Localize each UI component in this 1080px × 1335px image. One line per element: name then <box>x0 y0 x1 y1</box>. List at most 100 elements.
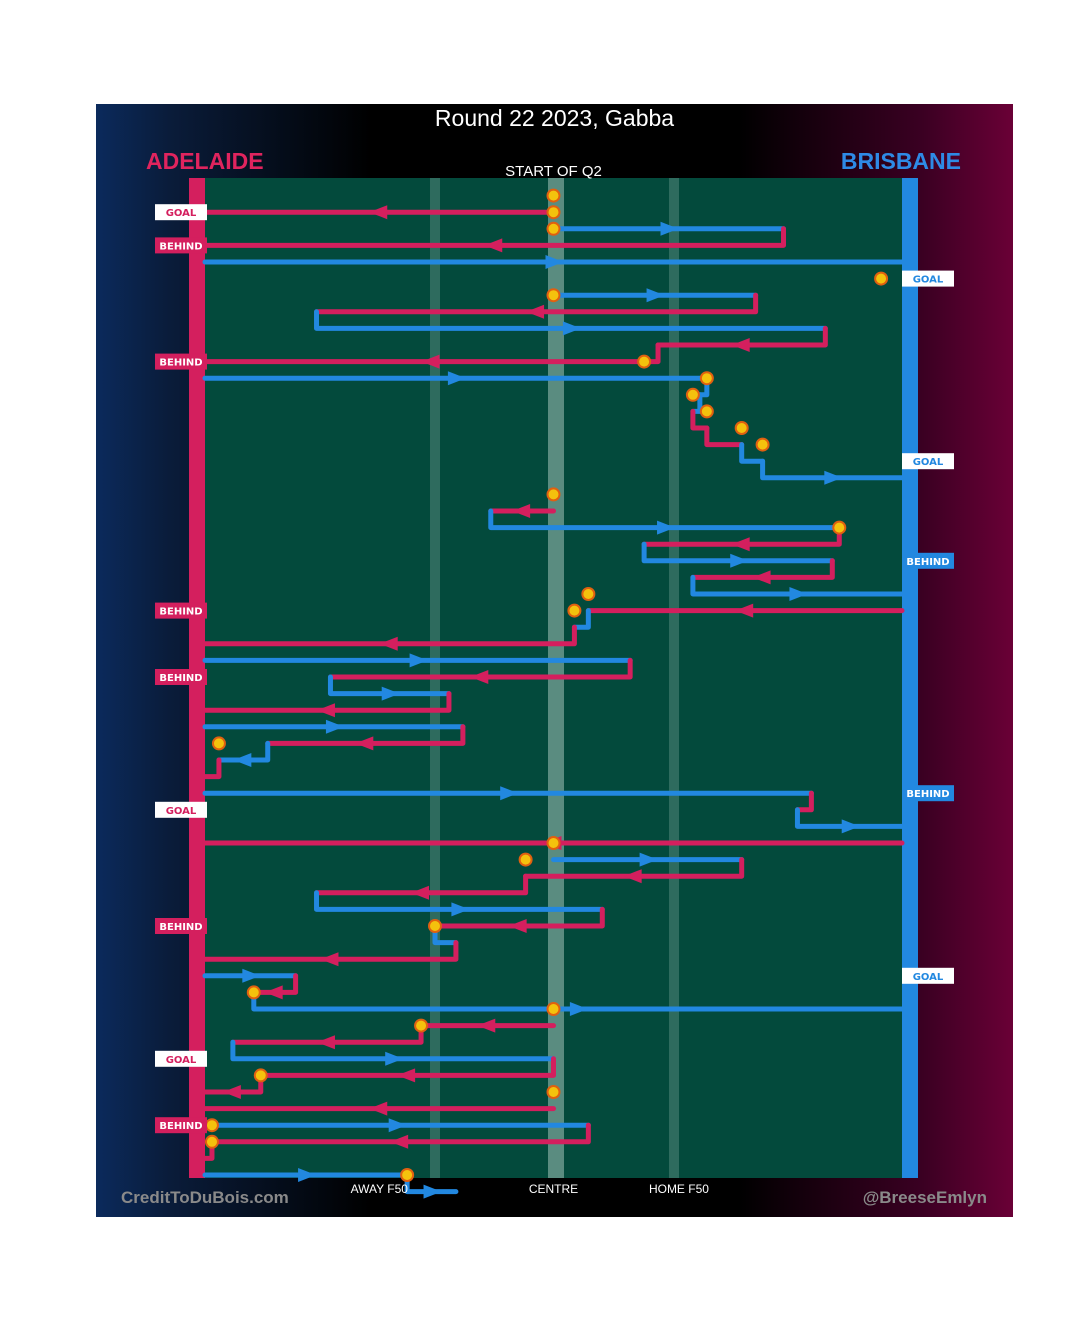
score-goal-brisbane-12: GOAL <box>902 967 954 984</box>
direction-arrow-50 <box>385 1051 404 1066</box>
svg-text:BEHIND: BEHIND <box>906 557 949 568</box>
direction-arrow-44 <box>320 952 339 967</box>
possession-adelaide-42 <box>432 906 605 929</box>
direction-arrow-21 <box>752 570 771 585</box>
credit-left: CreditToDuBois.com <box>121 1188 289 1207</box>
direction-arrow-36 <box>841 819 860 834</box>
direction-arrow-48 <box>477 1018 496 1033</box>
stoppage-marker-8 <box>685 387 700 402</box>
team-label-adelaide: ADELAIDE <box>146 148 264 174</box>
stoppage-marker-9 <box>699 404 714 419</box>
team-label-brisbane: BRISBANE <box>840 148 961 174</box>
stoppage-marker-12 <box>546 487 561 502</box>
direction-arrow-55 <box>390 1134 409 1149</box>
possession-adelaide-9 <box>202 342 661 365</box>
svg-text:GOAL: GOAL <box>913 275 944 286</box>
direction-arrow-32 <box>233 753 252 767</box>
score-goal-brisbane-5: GOAL <box>902 453 954 470</box>
possession-brisbane-50 <box>230 1039 556 1062</box>
direction-arrow-20 <box>730 553 749 568</box>
direction-arrow-4 <box>545 255 564 269</box>
score-goal-adelaide-10: GOAL <box>155 801 207 818</box>
direction-arrow-28 <box>381 686 400 701</box>
stoppage-marker-13 <box>832 520 847 535</box>
x-tick-away-f50: AWAY F50 <box>351 1182 409 1196</box>
svg-text:BEHIND: BEHIND <box>159 241 202 252</box>
possession-adelaide-8 <box>655 325 828 348</box>
possession-brisbane-22 <box>690 574 905 597</box>
svg-text:BEHIND: BEHIND <box>159 607 202 618</box>
stoppage-marker-17 <box>546 836 561 850</box>
possession-brisbane-7 <box>314 309 828 331</box>
svg-text:BEHIND: BEHIND <box>159 673 202 684</box>
possession-adelaide-21 <box>690 558 835 580</box>
stoppage-marker-24 <box>546 1085 561 1099</box>
stoppage-marker-27 <box>400 1168 415 1182</box>
score-behind-adelaide-4: BEHIND <box>155 353 207 370</box>
stoppage-marker-23 <box>253 1068 268 1083</box>
brisbane-goal-line <box>902 178 918 1178</box>
stoppage-marker-5 <box>546 288 561 303</box>
x-tick-home-f50: HOME F50 <box>649 1182 709 1196</box>
direction-arrow-53 <box>369 1101 388 1116</box>
direction-arrow-46 <box>264 985 283 1000</box>
stoppage-marker-21 <box>546 1002 561 1016</box>
possession-adelaide-51 <box>258 1056 556 1078</box>
direction-arrow-25 <box>379 636 398 651</box>
score-goal-adelaide-1: GOAL <box>155 204 207 221</box>
direction-arrow-22 <box>789 587 808 601</box>
stoppage-marker-15 <box>567 603 582 618</box>
stoppage-marker-3 <box>546 221 561 236</box>
direction-arrow-45 <box>242 968 261 983</box>
possession-adelaide-35 <box>794 790 814 813</box>
direction-arrow-38 <box>639 852 658 867</box>
score-behind-brisbane-6: BEHIND <box>902 552 954 569</box>
direction-arrow-42 <box>508 919 527 933</box>
stoppage-marker-16 <box>211 736 226 751</box>
score-behind-adelaide-2: BEHIND <box>155 237 207 254</box>
possession-adelaide-27 <box>327 657 633 680</box>
chart-title: Round 22 2023, Gabba <box>434 105 675 131</box>
direction-arrow-2 <box>660 221 679 236</box>
direction-arrow-3 <box>484 238 503 253</box>
possession-brisbane-18 <box>488 508 842 531</box>
svg-text:BEHIND: BEHIND <box>159 358 202 369</box>
stoppage-marker-20 <box>246 985 261 1000</box>
possession-adelaide-33 <box>202 757 222 780</box>
score-behind-brisbane-9: BEHIND <box>902 785 954 802</box>
score-behind-adelaide-11: BEHIND <box>155 918 207 934</box>
svg-text:GOAL: GOAL <box>913 457 944 468</box>
svg-text:GOAL: GOAL <box>913 972 944 983</box>
svg-text:GOAL: GOAL <box>166 208 197 219</box>
score-goal-adelaide-13: GOAL <box>155 1050 207 1067</box>
direction-arrow-10 <box>447 371 466 386</box>
stoppage-marker-19 <box>428 919 443 933</box>
possession-brisbane-16 <box>760 458 905 481</box>
direction-arrow-1 <box>369 205 388 220</box>
direction-arrow-34 <box>500 786 519 801</box>
direction-arrow-30 <box>325 719 344 734</box>
direction-arrow-39 <box>623 869 642 884</box>
direction-arrow-6 <box>526 304 545 319</box>
direction-arrow-47 <box>569 1002 588 1016</box>
possession-brisbane-36 <box>794 807 905 829</box>
svg-text:BEHIND: BEHIND <box>159 922 202 933</box>
credit-right: @BreeseEmlyn <box>862 1188 987 1207</box>
possession-adelaide-6 <box>314 292 759 315</box>
possession-brisbane-28 <box>327 674 452 697</box>
possession-adelaide-39 <box>523 857 745 879</box>
score-behind-adelaide-14: BEHIND <box>155 1117 207 1134</box>
direction-arrow-5 <box>646 288 665 303</box>
stoppage-marker-22 <box>414 1018 429 1033</box>
stoppage-marker-4 <box>874 271 889 286</box>
direction-arrow-40 <box>411 885 430 900</box>
x-tick-centre: CENTRE <box>529 1182 578 1196</box>
home-f50-band <box>669 178 679 1178</box>
possession-adelaide-40 <box>314 873 529 896</box>
possession-adelaide-29 <box>202 691 452 713</box>
svg-text:BEHIND: BEHIND <box>906 789 949 800</box>
stoppage-marker-1 <box>546 188 561 203</box>
direction-arrow-57 <box>298 1168 317 1182</box>
direction-arrow-23 <box>735 603 754 618</box>
direction-arrow-18 <box>657 520 676 535</box>
